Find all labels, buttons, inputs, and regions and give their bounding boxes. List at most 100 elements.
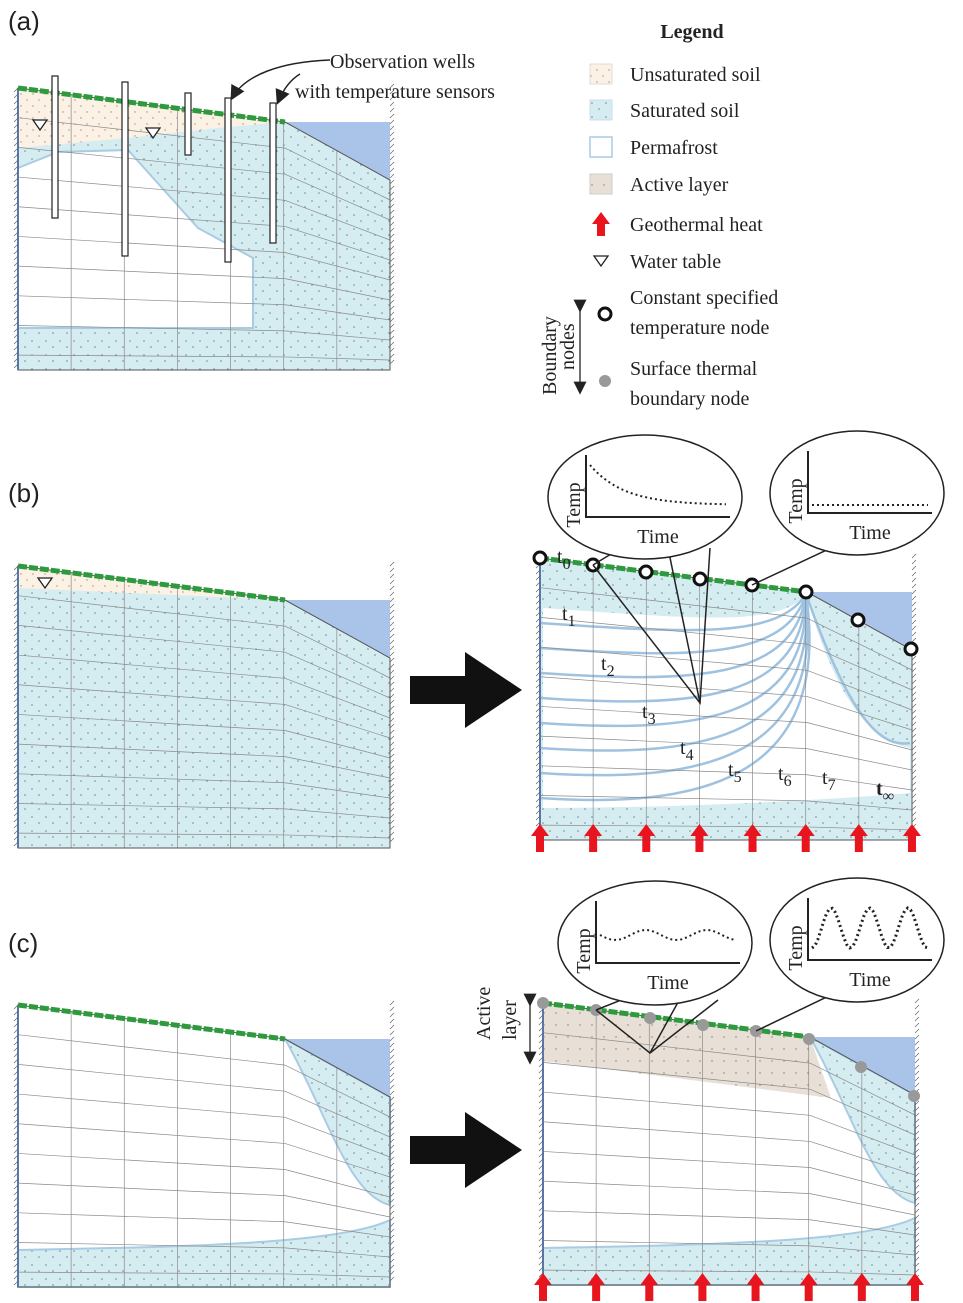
- hatch: [389, 735, 395, 741]
- hatch: [389, 561, 395, 567]
- hatch: [13, 1100, 19, 1106]
- hatch: [535, 725, 541, 731]
- hatch: [13, 721, 19, 727]
- hatch: [389, 663, 395, 669]
- grid-line: [17, 684, 391, 739]
- hatch: [13, 805, 19, 811]
- hatch: [389, 1036, 395, 1042]
- hatch: [911, 595, 917, 601]
- drawing: TempTimeTempTimeTempTimeTempTimet0t1t2t3…: [13, 59, 945, 1301]
- grid-line: [539, 617, 913, 691]
- hatch: [389, 639, 395, 645]
- time-base: t: [778, 763, 784, 785]
- hatch: [13, 1214, 19, 1220]
- time-label: t1: [562, 603, 576, 630]
- hatch: [535, 683, 541, 689]
- hatch: [389, 185, 395, 191]
- inset-y-label: Temp: [785, 478, 807, 523]
- grid-line: [542, 1062, 916, 1136]
- hatch: [389, 1198, 395, 1204]
- hatch: [538, 1074, 544, 1080]
- hatch: [389, 1150, 395, 1156]
- hatch: [538, 1242, 544, 1248]
- hatch: [389, 1072, 395, 1078]
- hatch: [389, 113, 395, 119]
- hatch: [914, 998, 920, 1004]
- hatch: [538, 1272, 544, 1278]
- hatch: [914, 1244, 920, 1250]
- hatch: [389, 1210, 395, 1216]
- hatch: [13, 835, 19, 841]
- hatch: [13, 1130, 19, 1136]
- hatch: [13, 363, 19, 369]
- hatch: [389, 299, 395, 305]
- hatch: [389, 359, 395, 365]
- hatch: [13, 727, 19, 733]
- grid-line: [17, 1153, 391, 1198]
- hatch: [914, 1226, 920, 1232]
- hatch: [389, 173, 395, 179]
- grid-line: [17, 625, 391, 699]
- hatch: [13, 1034, 19, 1040]
- grid-line: [17, 206, 391, 261]
- hatch: [13, 1058, 19, 1064]
- hatch: [914, 1106, 920, 1112]
- hatch: [389, 573, 395, 579]
- boundary-node: [638, 564, 654, 580]
- hatch: [914, 1082, 920, 1088]
- hatch: [538, 1110, 544, 1116]
- hatch: [389, 1180, 395, 1186]
- legend-label: Permafrost: [630, 137, 718, 159]
- time-sub: 6: [784, 773, 792, 790]
- hatch: [535, 785, 541, 791]
- boundary-node: [537, 997, 549, 1009]
- inset-x-label: Time: [849, 969, 891, 991]
- hatch: [911, 709, 917, 715]
- hatch: [535, 701, 541, 707]
- hatch: [538, 1188, 544, 1194]
- heat-arrow: [587, 1273, 606, 1301]
- hatch: [13, 1010, 19, 1016]
- hatch: [914, 1154, 920, 1160]
- hatch: [535, 629, 541, 635]
- panel-label: (a): [8, 6, 40, 36]
- hatch: [389, 191, 395, 197]
- hatch: [535, 791, 541, 797]
- hatch: [389, 305, 395, 311]
- hatch: [13, 757, 19, 763]
- hatch: [389, 239, 395, 245]
- hatch: [535, 779, 541, 785]
- observation-well: [184, 92, 192, 156]
- hatch: [914, 1046, 920, 1052]
- hatch: [13, 841, 19, 847]
- hatch: [13, 751, 19, 757]
- annotation: with temperature sensors: [295, 81, 495, 103]
- time-sub: 1: [568, 613, 576, 630]
- hatch: [389, 723, 395, 729]
- hatch: [389, 161, 395, 167]
- grid-line: [17, 1242, 391, 1258]
- hatch: [535, 617, 541, 623]
- hatch: [389, 633, 395, 639]
- swatch: [589, 63, 613, 85]
- hatch: [389, 1030, 395, 1036]
- grid-line: [539, 676, 913, 731]
- heat-arrow: [743, 824, 762, 852]
- hatch: [389, 567, 395, 573]
- hatch: [389, 329, 395, 335]
- inset: [557, 880, 753, 1006]
- hatch: [389, 269, 395, 275]
- hatch: [389, 1264, 395, 1270]
- hatch: [389, 323, 395, 329]
- hatch: [389, 711, 395, 717]
- hatch: [538, 1140, 544, 1146]
- hatch: [389, 801, 395, 807]
- grid-line: [17, 832, 391, 839]
- hatch: [389, 1078, 395, 1084]
- hatch: [13, 183, 19, 189]
- hatch: [535, 659, 541, 665]
- hatch: [13, 1064, 19, 1070]
- hatch: [389, 819, 395, 825]
- annotation: Observation wells: [330, 51, 475, 73]
- hatch: [914, 1172, 920, 1178]
